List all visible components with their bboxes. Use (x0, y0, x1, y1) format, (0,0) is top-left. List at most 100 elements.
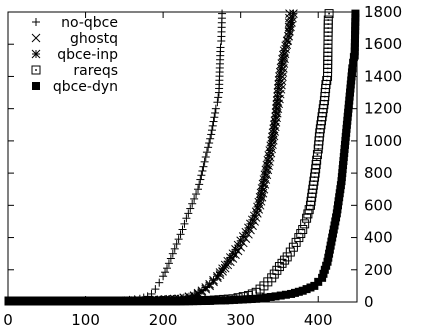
rareqs-fill-10-1 (285, 247, 295, 257)
qbce-dyn-fill-1-12 (130, 297, 139, 305)
x-tick-label-3: 300 (226, 311, 255, 329)
no-qbce-fill-11-1 (164, 259, 173, 268)
rareqs-point-26 (324, 9, 334, 19)
qbce-dyn-fill-3-2 (230, 295, 239, 304)
qbce-dyn-point-13 (332, 209, 341, 218)
qbce-dyn-fill-0-9 (40, 297, 49, 305)
y-tick-label-0: 0 (364, 293, 374, 311)
no-qbce-point-31 (218, 9, 227, 18)
qbce-dyn-fill-17-2 (341, 136, 350, 145)
qbce-dyn-fill-2-13 (212, 296, 221, 305)
qbce-dyn-fill-0-18 (77, 297, 86, 305)
qbce-inp-point-18 (271, 112, 280, 122)
qbce-dyn-fill-17-1 (340, 140, 349, 149)
qbce-dyn-fill-13-2 (333, 201, 342, 210)
qbce-dyn-fill-4-2 (261, 293, 270, 302)
qbce-dyn-fill-18-2 (342, 120, 351, 129)
qbce-dyn-point-17 (340, 144, 349, 153)
legend-marker-no-qbce (32, 18, 40, 26)
legend-label-rareqs: rareqs (73, 63, 118, 79)
x-tick-label-4: 400 (304, 311, 333, 329)
qbce-dyn-fill-14-2 (336, 185, 345, 194)
qbce-dyn-fill-2-3 (171, 297, 180, 305)
no-qbce-fill-20-1 (197, 171, 206, 180)
qbce-dyn-fill-1-11 (126, 297, 135, 305)
qbce-dyn-fill-5-1 (276, 291, 285, 300)
qbce-dyn-fill-1-15 (142, 297, 151, 305)
no-qbce-fill-15-1 (180, 219, 189, 228)
qbce-dyn-fill-9-2 (320, 265, 329, 274)
rareqs-point-13 (298, 225, 308, 234)
qbce-dyn-fill-1-1 (85, 297, 94, 305)
qbce-dyn-point-14 (335, 193, 344, 202)
qbce-dyn-fill-24-8 (351, 17, 360, 26)
qbce-inp-fill-21-1 (278, 54, 287, 64)
qbce-dyn-fill-2-9 (196, 296, 205, 305)
qbce-dyn-fill-3-3 (234, 295, 243, 304)
qbce-dyn-fill-3-6 (247, 295, 256, 304)
axis-ticks: 0 100 200 300 400 0 200 400 600 800 1000 1200 1400 16… (3, 3, 402, 329)
no-qbce-fill-10-1 (161, 268, 170, 277)
rareqs-point-11 (288, 242, 298, 252)
qbce-dyn-fill-12-2 (331, 217, 340, 226)
qbce-dyn-fill-0-13 (57, 297, 66, 305)
rareqs-point-10 (282, 252, 292, 262)
qbce-dyn-fill-11-2 (328, 233, 337, 242)
legend-label-qbce-dyn: qbce-dyn (53, 79, 118, 95)
qbce-dyn-fill-0-5 (24, 297, 33, 305)
no-qbce-fill-24-1 (207, 126, 216, 135)
qbce-dyn-fill-11-1 (327, 237, 336, 246)
rareqs-fill-9-2 (280, 255, 290, 265)
qbce-dyn-fill-1-17 (150, 297, 159, 305)
qbce-dyn-fill-2-4 (175, 296, 184, 305)
qbce-inp-fill-13-2 (254, 197, 264, 207)
rareqs-fill-11-1 (291, 237, 301, 247)
qbce-dyn-fill-19-1 (344, 108, 353, 117)
qbce-inp-fill-18-1 (271, 108, 281, 118)
y-tick-label-8: 1600 (364, 35, 402, 53)
no-qbce-point-10 (159, 272, 168, 281)
qbce-dyn-fill-0-14 (61, 297, 70, 305)
qbce-dyn-fill-0-6 (28, 297, 37, 305)
no-qbce-point-13 (170, 244, 179, 253)
qbce-dyn-fill-1-13 (134, 297, 143, 305)
no-qbce-fill-14-1 (176, 230, 185, 239)
qbce-dyn-fill-21-1 (347, 76, 356, 85)
qbce-inp-fill-13-1 (253, 202, 262, 212)
qbce-dyn-fill-1-3 (93, 297, 102, 305)
qbce-dyn-fill-24-6 (351, 26, 360, 35)
qbce-dyn-fill-4-3 (266, 292, 275, 301)
no-qbce-point-16 (182, 214, 191, 223)
qbce-dyn-fill-20-2 (346, 88, 355, 97)
qbce-dyn-fill-12-3 (332, 213, 341, 222)
y-tick-label-6: 1200 (364, 100, 402, 118)
qbce-dyn-fill-24-1 (350, 47, 359, 56)
no-qbce-fill-17-1 (188, 199, 197, 208)
no-qbce-fill-25-1 (210, 113, 219, 122)
no-qbce-fill-23-2 (206, 134, 215, 143)
qbce-dyn-fill-5-2 (281, 290, 290, 299)
no-qbce-point-8 (151, 285, 160, 294)
no-qbce-fill-27-1 (214, 93, 223, 102)
qbce-dyn-fill-8-1 (314, 277, 323, 286)
qbce-dyn-point-3 (221, 296, 230, 305)
no-qbce-point-11 (162, 264, 171, 273)
qbce-inp-fill-17-4 (269, 120, 279, 130)
no-qbce-fill-25-2 (211, 108, 220, 117)
qbce-dyn-fill-3-4 (238, 295, 247, 304)
qbce-dyn-fill-0-1 (8, 297, 17, 305)
qbce-dyn-fill-19-3 (344, 100, 353, 109)
legend-label-qbce-inp: qbce-inp (57, 47, 118, 63)
qbce-dyn-fill-2-6 (183, 296, 192, 305)
qbce-dyn-point-18 (342, 128, 351, 137)
legend-marker-rareqs (31, 65, 41, 75)
qbce-dyn-point-12 (329, 225, 338, 234)
legend-label-no-qbce: no-qbce (61, 15, 118, 31)
series-qbce-dyn (5, 9, 360, 305)
y-tick-label-5: 1000 (364, 132, 402, 150)
qbce-dyn-point-15 (337, 177, 346, 186)
no-qbce-point-29 (216, 43, 225, 52)
qbce-dyn-point-20 (345, 96, 354, 105)
qbce-dyn-point-10 (323, 257, 332, 266)
